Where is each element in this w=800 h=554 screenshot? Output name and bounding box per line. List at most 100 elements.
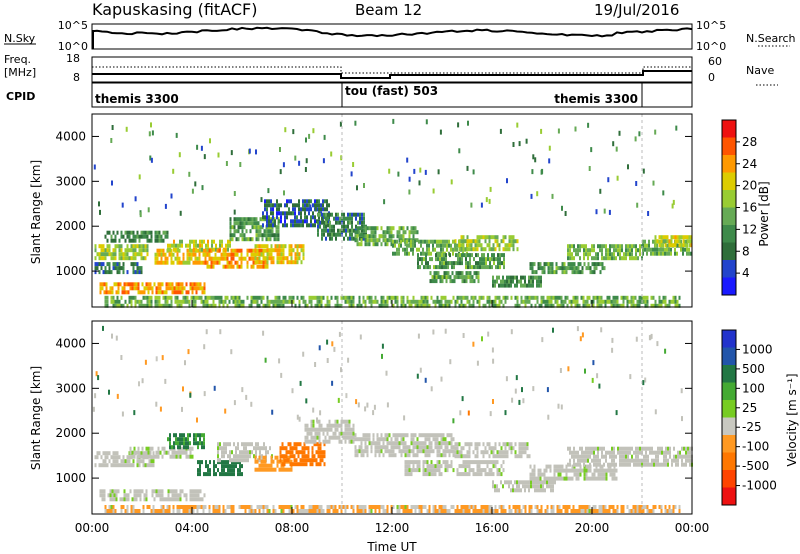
data-cell	[436, 453, 439, 458]
data-cell	[302, 203, 304, 208]
data-cell	[681, 462, 683, 467]
data-cell	[484, 460, 487, 465]
data-cell	[422, 433, 425, 438]
data-cell	[224, 256, 227, 261]
data-cell	[290, 223, 292, 228]
data-cell	[472, 450, 475, 455]
data-cell	[492, 235, 495, 240]
data-cell	[496, 275, 498, 280]
data-cell	[151, 290, 154, 295]
data-cell	[203, 344, 206, 350]
data-cell	[260, 264, 263, 269]
data-cell	[362, 299, 365, 304]
data-cell	[563, 468, 566, 473]
data-cell	[468, 460, 471, 465]
data-cell	[417, 261, 419, 266]
data-cell	[130, 244, 133, 249]
data-cell	[662, 299, 665, 304]
x-tick-label: 16:00	[475, 521, 510, 535]
data-cell	[166, 303, 169, 308]
data-cell	[154, 256, 157, 261]
data-cell	[446, 468, 449, 473]
data-cell	[587, 476, 590, 481]
data-cell	[420, 441, 423, 446]
data-cell	[388, 441, 391, 446]
data-cell	[506, 275, 508, 280]
data-cell	[304, 509, 307, 513]
data-cell	[164, 509, 167, 513]
data-cell	[174, 299, 177, 304]
data-cell	[538, 303, 541, 308]
data-cell	[340, 155, 343, 161]
data-cell	[251, 217, 254, 222]
data-cell	[192, 252, 195, 257]
data-cell	[452, 239, 454, 244]
data-cell	[408, 299, 411, 304]
data-cell	[317, 454, 320, 459]
data-cell	[425, 119, 428, 125]
data-cell	[318, 303, 321, 308]
data-cell	[354, 230, 357, 235]
data-cell	[601, 446, 603, 451]
data-cell	[474, 239, 477, 244]
data-cell	[175, 497, 178, 502]
data-cell	[463, 275, 466, 280]
data-cell	[328, 303, 331, 308]
data-cell	[278, 295, 281, 300]
data-cell	[532, 279, 534, 284]
data-cell	[170, 295, 173, 300]
data-cell	[114, 234, 117, 239]
data-cell	[287, 458, 290, 463]
data-cell	[569, 450, 571, 455]
data-cell	[274, 303, 277, 308]
data-cell	[230, 264, 233, 269]
data-cell	[160, 248, 163, 253]
data-cell	[684, 247, 686, 252]
data-cell	[575, 476, 578, 481]
data-cell	[404, 453, 407, 458]
data-cell	[520, 450, 523, 455]
data-cell	[482, 505, 485, 509]
data-cell	[258, 256, 261, 261]
data-cell	[134, 244, 137, 249]
cpid-segment-label: tou (fast) 503	[345, 84, 438, 98]
data-cell	[239, 221, 242, 226]
data-cell	[138, 174, 141, 180]
data-cell	[114, 451, 117, 456]
data-cell	[479, 265, 481, 270]
x-tick-label: 00:00	[675, 521, 710, 535]
data-cell	[130, 262, 133, 267]
data-cell	[195, 286, 198, 291]
data-cell	[402, 226, 405, 231]
data-cell	[260, 295, 263, 300]
data-cell	[400, 299, 403, 304]
data-cell	[485, 261, 487, 266]
data-cell	[508, 509, 511, 513]
data-cell	[358, 299, 361, 304]
data-cell	[164, 260, 167, 265]
data-cell	[306, 303, 309, 308]
data-cell	[478, 509, 481, 513]
data-cell	[584, 509, 587, 513]
data-cell	[203, 493, 206, 498]
data-cell	[199, 441, 201, 446]
data-cell	[135, 493, 138, 498]
data-cell	[410, 472, 413, 477]
data-cell	[414, 433, 417, 438]
data-cell	[110, 509, 113, 513]
data-cell	[666, 239, 669, 244]
data-cell	[488, 303, 491, 308]
data-cell	[376, 299, 379, 304]
data-cell	[274, 248, 277, 253]
data-cell	[450, 433, 453, 438]
data-cell	[460, 235, 463, 240]
data-cell	[522, 398, 525, 404]
data-cell	[374, 505, 377, 509]
data-cell	[462, 303, 465, 308]
data-cell	[140, 248, 143, 253]
data-cell	[549, 468, 552, 473]
data-cell	[346, 299, 349, 304]
data-cell	[206, 295, 209, 300]
data-cell	[271, 221, 274, 226]
data-cell	[261, 454, 263, 459]
